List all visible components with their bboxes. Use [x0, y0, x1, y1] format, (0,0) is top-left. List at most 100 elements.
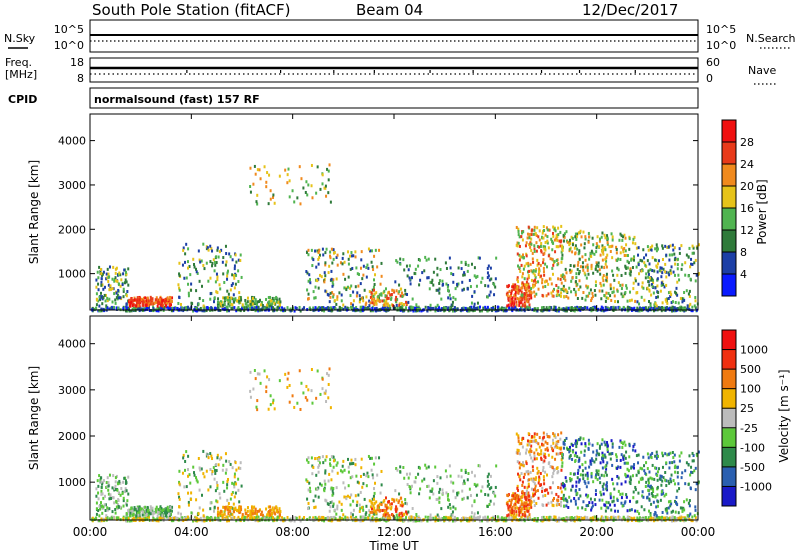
velocity-echo	[355, 463, 357, 466]
power-echo	[625, 284, 627, 287]
power-echo	[227, 296, 229, 299]
velocity-echo	[374, 492, 376, 495]
power-echo	[216, 249, 218, 252]
power-echo	[688, 247, 690, 250]
power-echo	[127, 284, 129, 287]
velocity-echo	[371, 511, 373, 514]
velocity-echo	[288, 372, 290, 375]
velocity-echo	[213, 466, 215, 469]
power-echo	[250, 191, 252, 194]
power-echo	[672, 244, 674, 247]
power-echo	[190, 283, 192, 286]
velocity-echo	[112, 510, 114, 513]
power-echo	[328, 178, 330, 181]
velocity-echo	[150, 505, 152, 508]
power-echo	[538, 273, 540, 276]
power-echo	[311, 196, 313, 199]
velocity-echo	[314, 457, 316, 460]
power-echo	[284, 169, 286, 172]
power-echo	[538, 246, 540, 249]
velocity-echo	[390, 507, 392, 510]
power-echo	[308, 293, 310, 296]
power-echo	[269, 296, 271, 299]
velocity-echo	[182, 472, 184, 475]
power-echo	[535, 232, 537, 235]
power-echo	[97, 276, 99, 279]
power-echo	[417, 308, 419, 311]
velocity-echo	[342, 481, 344, 484]
power-echo	[552, 264, 554, 267]
power-echo	[342, 252, 344, 255]
velocity-echo	[270, 394, 272, 397]
velocity-echo	[398, 513, 400, 516]
power-echo	[633, 282, 635, 285]
power-echo	[233, 274, 235, 277]
velocity-echo	[123, 505, 125, 508]
power-echo	[584, 235, 586, 238]
power-echo	[611, 245, 613, 248]
power-echo	[474, 303, 476, 306]
power-echo	[644, 264, 646, 267]
power-echo	[534, 295, 536, 298]
velocity-echo	[560, 469, 562, 472]
power-echo	[524, 304, 526, 307]
velocity-echo	[219, 496, 221, 499]
velocity-echo	[202, 450, 204, 453]
power-echo	[330, 270, 332, 273]
power-echo	[272, 193, 274, 196]
velocity-echo	[120, 494, 122, 497]
power-echo	[467, 270, 469, 273]
velocity-echo	[365, 474, 367, 477]
power-echo	[375, 302, 377, 305]
power-echo	[509, 300, 511, 303]
velocity-echo	[474, 474, 476, 477]
power-echo	[469, 279, 471, 282]
power-echo	[648, 262, 650, 265]
power-echo	[252, 297, 254, 300]
power-echo	[342, 273, 344, 276]
velocity-echo	[524, 486, 526, 489]
power-echo	[336, 277, 338, 280]
power-echo	[645, 272, 647, 275]
power-echo	[247, 300, 249, 303]
velocity-echo	[336, 505, 338, 508]
power-echo	[256, 194, 258, 197]
power-echo	[123, 295, 125, 298]
velocity-echo	[308, 489, 310, 492]
velocity-echo	[389, 503, 391, 506]
velocity-echo	[215, 499, 217, 502]
velocity-echo	[513, 497, 515, 500]
velocity-echo	[324, 483, 326, 486]
power-echo	[561, 254, 563, 257]
power-echo	[433, 271, 435, 274]
power-echo	[142, 304, 144, 307]
power-echo	[371, 261, 373, 264]
velocity-echo	[407, 511, 409, 514]
velocity-echo	[396, 514, 398, 517]
power-echo	[231, 273, 233, 276]
velocity-echo	[315, 495, 317, 498]
power-echo	[694, 296, 696, 299]
power-echo	[441, 280, 443, 283]
velocity-echo	[145, 514, 147, 517]
velocity-echo	[418, 492, 420, 495]
velocity-echo	[238, 500, 240, 503]
power-echo	[287, 173, 289, 176]
velocity-echo	[686, 517, 688, 520]
velocity-echo	[247, 510, 249, 513]
power-echo	[106, 273, 108, 276]
velocity-echo	[352, 462, 354, 465]
power-echo	[545, 234, 547, 237]
power-echo	[582, 269, 584, 272]
power-echo	[590, 299, 592, 302]
velocity-echo	[233, 516, 235, 519]
velocity-echo	[190, 511, 192, 514]
velocity-echo	[556, 471, 558, 474]
power-echo	[652, 256, 654, 259]
power-echo	[661, 281, 663, 284]
velocity-echo	[419, 488, 421, 491]
power-echo	[512, 285, 514, 288]
power-echo	[650, 294, 652, 297]
velocity-echo	[410, 491, 412, 494]
velocity-echo	[112, 474, 114, 477]
